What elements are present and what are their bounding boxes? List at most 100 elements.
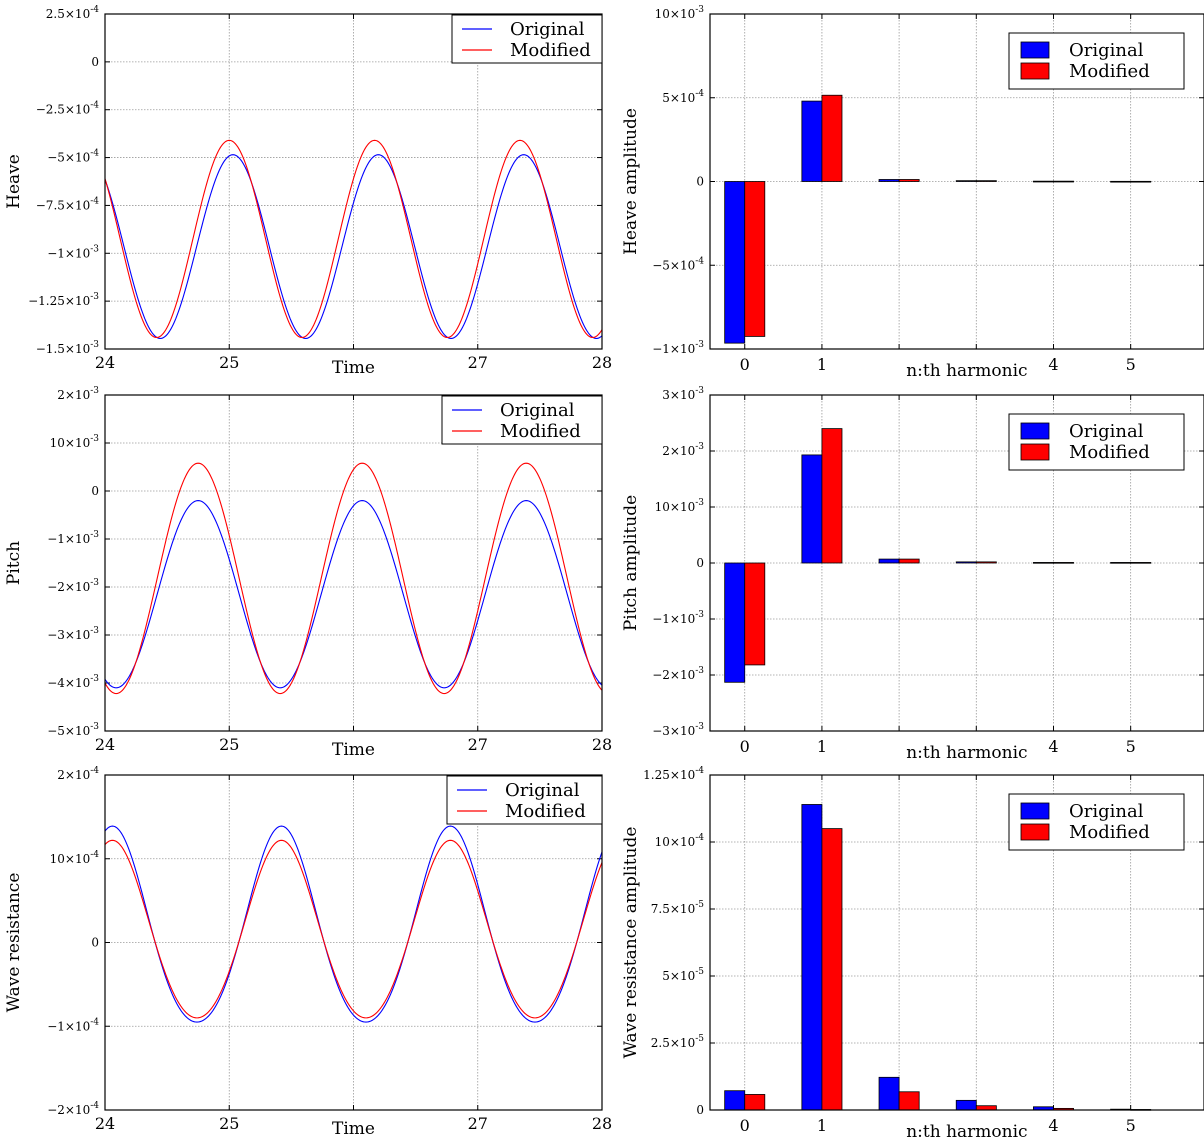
plot-frame [709, 13, 1204, 350]
y-tick-label: 2.5×10-5 [651, 1034, 704, 1050]
y-tick-label: 0 [696, 1103, 704, 1117]
x-tick-label: 24 [95, 735, 115, 754]
x-axis-label: Time [332, 1119, 375, 1139]
series-line-modified [104, 839, 603, 1019]
x-tick-label: 1 [817, 355, 827, 374]
legend-swatch-original [1020, 802, 1050, 820]
legend-swatch-original [1020, 422, 1050, 440]
y-tick-label: 10×10-3 [655, 498, 705, 514]
bar-modified-0 [744, 181, 766, 337]
bar-original-3 [955, 180, 977, 182]
legend-label-modified: Modified [510, 40, 591, 61]
bar-original-2 [878, 1076, 900, 1111]
y-tick-label: 2×10-3 [662, 442, 704, 458]
x-tick-label: 1 [817, 1116, 827, 1135]
x-axis-label: n:th harmonic [906, 743, 1027, 763]
series-line-modified [104, 139, 603, 339]
bar-original-0 [724, 562, 746, 683]
x-tick-label: 5 [1126, 355, 1136, 374]
y-tick-label: 2×10-3 [57, 386, 99, 402]
y-tick-label: −1.25×10-3 [28, 292, 99, 308]
plot-frame [104, 774, 603, 1111]
y-tick-label: −1×10-3 [47, 244, 99, 260]
x-tick-label: 4 [1048, 737, 1058, 756]
bar-modified-3 [975, 561, 997, 564]
bar-modified-3 [975, 1105, 997, 1111]
bar-modified-0 [744, 1094, 766, 1111]
chart-panel-5: 2×10-4 10×10-4 0 −1×10-4 −2×10-424 25 27 28 Time… [4, 766, 612, 1139]
y-tick-label: 10×10-4 [50, 850, 100, 866]
x-tick-label: 27 [468, 1114, 488, 1133]
x-tick-label: 4 [1048, 355, 1058, 374]
x-tick-label: 0 [740, 1116, 750, 1135]
y-tick-label: 5×10-5 [662, 967, 704, 983]
x-tick-label: 27 [468, 353, 488, 372]
legend-box [1008, 413, 1185, 471]
y-tick-label: −2×10-3 [47, 578, 99, 594]
bar-original-3 [955, 1099, 977, 1111]
y-axis-label: Heave [4, 154, 24, 209]
chart-panel-3: 2×10-3 10×10-3 0 −1×10-3 −2×10-3 −3×10-3 −4×10… [4, 386, 612, 760]
x-tick-label: 24 [95, 353, 115, 372]
series-line-original [104, 825, 603, 1023]
bar-original-0 [724, 1090, 746, 1111]
y-tick-label: −2×10-4 [47, 1101, 99, 1117]
y-tick-label: −1×10-3 [47, 530, 99, 546]
x-tick-label: 24 [95, 1114, 115, 1133]
legend-box [446, 775, 603, 825]
y-tick-label: 0 [91, 55, 99, 69]
bar-modified-4 [1053, 180, 1074, 183]
y-tick-label: 0 [91, 484, 99, 498]
bar-modified-1 [821, 428, 843, 564]
bar-original-4 [1033, 562, 1054, 564]
x-tick-label: 25 [219, 735, 239, 754]
plot-frame [104, 394, 603, 732]
legend-label-modified: Modified [1069, 822, 1150, 843]
bar-original-5 [1110, 562, 1132, 564]
bar-modified-5 [1130, 180, 1152, 183]
legend-label-original: Original [510, 19, 585, 40]
bar-original-1 [801, 454, 823, 564]
y-tick-label: −1×10-3 [652, 340, 704, 356]
y-tick-label: 1.25×10-4 [643, 766, 704, 782]
y-tick-label: −7.5×10-4 [36, 196, 100, 212]
bar-original-0 [724, 181, 746, 344]
bar-modified-2 [898, 1091, 920, 1111]
bar-original-1 [801, 100, 823, 182]
plot-frame [104, 13, 603, 350]
bar-original-1 [801, 804, 823, 1111]
y-tick-label: 2.5×10-4 [46, 5, 99, 21]
bar-modified-1 [821, 94, 843, 182]
y-axis-label: Heave amplitude [621, 108, 641, 255]
legend-swatch-original [1020, 41, 1050, 59]
x-tick-label: 28 [592, 735, 612, 754]
y-tick-label: 0 [91, 936, 99, 950]
y-tick-label: −5×10-4 [47, 149, 99, 165]
legend-label-modified: Modified [1069, 61, 1150, 82]
series-line-original [104, 154, 603, 339]
x-tick-label: 0 [740, 355, 750, 374]
y-tick-label: −1×10-3 [652, 610, 704, 626]
x-tick-label: 1 [817, 737, 827, 756]
y-axis-label: Wave resistance amplitude [621, 827, 641, 1059]
y-tick-label: −2.5×10-4 [36, 101, 100, 117]
bar-modified-2 [898, 558, 920, 564]
y-axis-label: Pitch [4, 541, 24, 585]
x-tick-label: 25 [219, 353, 239, 372]
legend-label-original: Original [1069, 421, 1144, 442]
bar-modified-5 [1130, 562, 1152, 564]
series-line-original [104, 500, 603, 689]
y-tick-label: −3×10-3 [652, 722, 704, 738]
x-tick-label: 4 [1048, 1116, 1058, 1135]
x-axis-label: Time [332, 740, 375, 760]
y-axis-label: Wave resistance [4, 873, 24, 1013]
legend-box [441, 395, 603, 445]
chart-panel-2: 10×10-3 5×10-4 0 −5×10-4 −1×10-3 0 1 4 5 n:th har… [621, 5, 1204, 381]
y-tick-label: 5×10-4 [662, 89, 704, 105]
y-tick-label: 10×10-3 [50, 434, 100, 450]
bar-modified-4 [1053, 562, 1074, 564]
bar-original-5 [1110, 180, 1132, 183]
